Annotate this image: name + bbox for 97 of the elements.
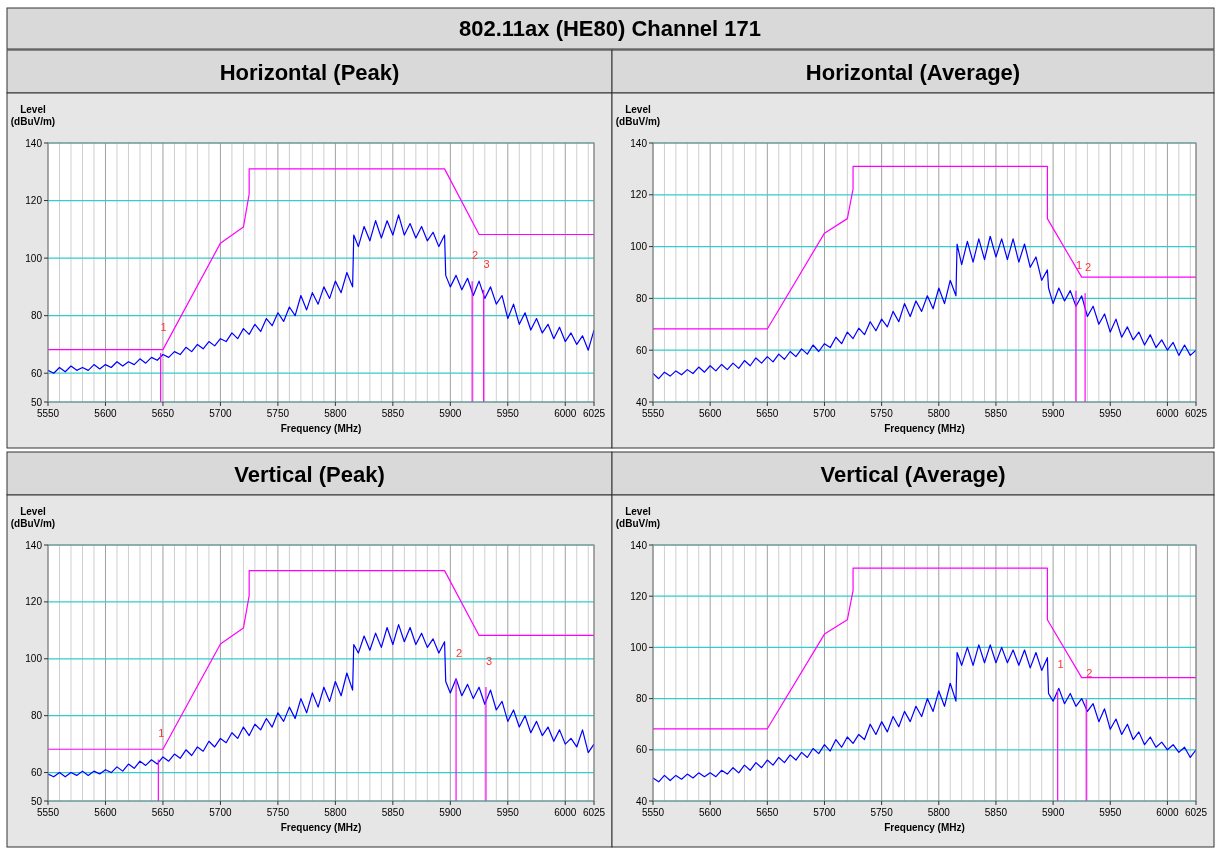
x-tick-label: 5950 [1099, 408, 1122, 419]
annotation: 1 [158, 727, 165, 740]
line-series [48, 570, 594, 750]
y-tick-label: 80 [30, 710, 43, 722]
x-tick-label: 5600 [699, 408, 722, 419]
x-tick-label: 5600 [94, 408, 118, 419]
y-tick-label: 60 [30, 367, 43, 379]
text: 802.11ax (HE80) Channel 171 [458, 16, 762, 41]
x-tick-label: 5800 [927, 408, 951, 419]
x-tick-label: 5550 [641, 408, 665, 419]
y-tick-label: 60 [635, 344, 648, 356]
x-tick-label: 6025 [1184, 408, 1208, 419]
x-axis-title: Frequency (MHz) [280, 822, 362, 833]
y-axis-title: Level (dBuV/m) [615, 506, 661, 529]
line-series [653, 644, 1196, 783]
y-tick-label: 120 [25, 195, 43, 207]
x-tick-label: 6025 [582, 408, 606, 419]
y-tick-label: 80 [30, 310, 43, 322]
x-tick-label: 5550 [641, 807, 665, 818]
x-tick-label: 5850 [381, 408, 405, 419]
x-tick-label: 5950 [496, 408, 520, 419]
x-tick-label: 6025 [582, 807, 606, 818]
y-tick-label: 40 [635, 396, 648, 408]
x-tick-label: 5900 [1041, 807, 1065, 818]
y-tick-label: 50 [30, 396, 43, 408]
y-axis-title: Level (dBuV/m) [615, 104, 661, 127]
x-tick-label: 5950 [496, 807, 520, 818]
chart-title: Horizontal (Peak) [219, 60, 400, 85]
y-tick-label: 120 [25, 596, 43, 608]
x-tick-label: 5600 [699, 807, 722, 818]
x-axis-title: Frequency (MHz) [884, 423, 965, 434]
y-axis-title: Level (dBuV/m) [10, 506, 56, 529]
y-tick-label: 60 [635, 744, 648, 756]
annotation: 2 [1086, 667, 1093, 680]
x-tick-label: 5950 [1099, 807, 1122, 818]
x-axis-title: Frequency (MHz) [884, 822, 965, 833]
x-tick-label: 6000 [554, 807, 577, 818]
x-tick-label: 5650 [756, 807, 779, 818]
y-tick-label: 100 [25, 653, 43, 665]
x-axis-title: Frequency (MHz) [280, 423, 362, 434]
x-tick-label: 6000 [554, 408, 577, 419]
y-tick-label: 140 [25, 539, 43, 551]
y-tick-label: 50 [30, 795, 43, 807]
x-tick-label: 6000 [1156, 408, 1179, 419]
x-tick-label: 5750 [870, 408, 894, 419]
y-tick-label: 100 [630, 641, 648, 653]
line-series [653, 567, 1196, 730]
y-tick-label: 140 [25, 137, 43, 149]
x-tick-label: 5850 [381, 807, 405, 818]
line-series [653, 165, 1196, 330]
y-tick-label: 100 [25, 252, 43, 264]
x-tick-label: 5850 [984, 807, 1008, 818]
y-tick-label: 120 [630, 189, 648, 201]
y-tick-label: 140 [630, 137, 648, 149]
line-series [653, 235, 1196, 380]
x-tick-label: 5750 [266, 807, 290, 818]
chart-title: Vertical (Average) [820, 462, 1006, 487]
line-series [48, 624, 594, 778]
x-tick-label: 5550 [36, 807, 60, 818]
y-tick-label: 140 [630, 539, 648, 551]
annotation: 2 [1085, 261, 1092, 274]
x-tick-label: 5800 [324, 807, 347, 818]
y-tick-label: 120 [630, 590, 648, 602]
x-tick-label: 5800 [927, 807, 951, 818]
annotation: 3 [483, 257, 490, 270]
x-tick-label: 5750 [266, 408, 290, 419]
x-tick-label: 5700 [813, 408, 837, 419]
annotation: 1 [1057, 657, 1064, 670]
x-tick-label: 6025 [1184, 807, 1208, 818]
chart-title: Horizontal (Average) [805, 60, 1021, 85]
x-tick-label: 5700 [209, 408, 232, 419]
x-tick-label: 5650 [151, 408, 175, 419]
annotation: 1 [1075, 258, 1083, 271]
x-tick-label: 6000 [1156, 807, 1179, 818]
y-tick-label: 80 [635, 693, 648, 705]
x-tick-label: 5800 [324, 408, 347, 419]
x-tick-label: 5900 [1041, 408, 1065, 419]
x-tick-label: 5650 [756, 408, 779, 419]
x-tick-label: 5750 [870, 807, 894, 818]
annotation: 2 [456, 647, 463, 660]
y-tick-label: 80 [635, 292, 648, 304]
x-tick-label: 5600 [94, 807, 118, 818]
line-series [48, 168, 594, 351]
x-tick-label: 5700 [813, 807, 837, 818]
y-tick-label: 100 [630, 241, 648, 253]
x-tick-label: 5700 [209, 807, 232, 818]
x-tick-label: 5850 [984, 408, 1008, 419]
annotation: 1 [160, 321, 167, 334]
y-axis-title: Level (dBuV/m) [10, 104, 56, 127]
x-tick-label: 5650 [151, 807, 175, 818]
y-tick-label: 60 [30, 767, 43, 779]
y-tick-label: 40 [635, 795, 648, 807]
x-tick-label: 5900 [439, 807, 462, 818]
chart-title: Vertical (Peak) [234, 462, 385, 487]
x-tick-label: 5550 [36, 408, 60, 419]
line-series [48, 214, 594, 374]
x-tick-label: 5900 [439, 408, 462, 419]
